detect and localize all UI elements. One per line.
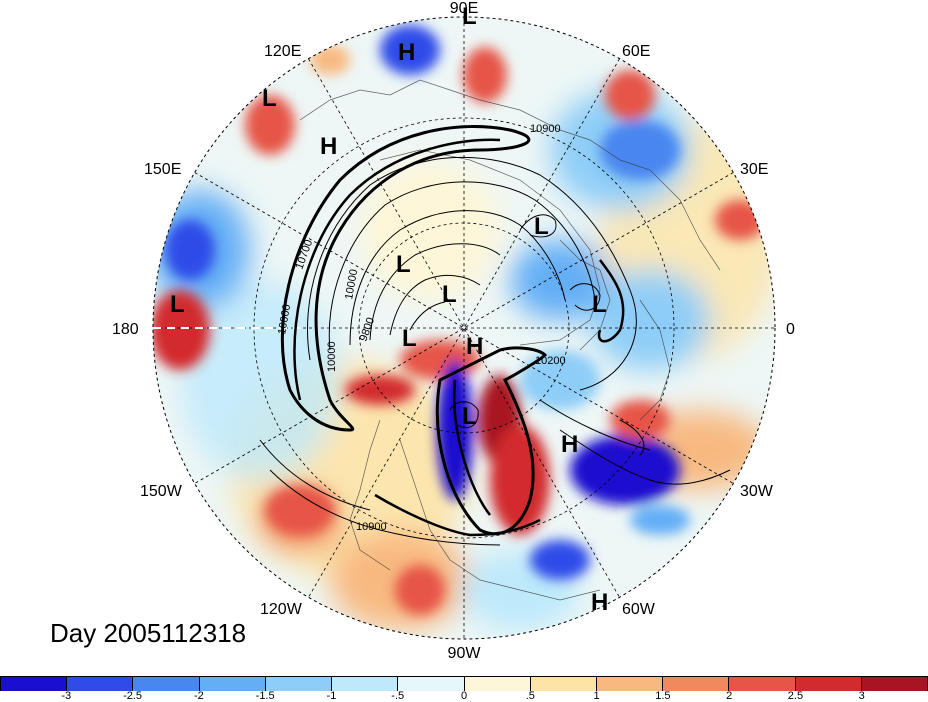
lon-label-60w: 60W: [622, 601, 656, 618]
colorbar-tick-label: 0: [460, 690, 468, 702]
colorbar-tick-label: -2: [193, 690, 204, 702]
colorbar-swatch: [530, 677, 597, 691]
colorbar-tick-label: -.5: [391, 690, 405, 702]
low-center: L: [534, 213, 549, 240]
lon-label-180: 180: [112, 321, 139, 338]
lon-label-30e: 30E: [740, 161, 768, 178]
high-center: H: [466, 333, 483, 360]
high-center: H: [561, 431, 578, 458]
lon-label-150e: 150E: [144, 161, 181, 178]
lon-label-120e: 120E: [264, 43, 301, 60]
colorbar-swatch: [398, 677, 465, 691]
longitude-labels: 90E 60E 30E 0 30W 60W 90W 120W 150W 180 …: [112, 0, 795, 662]
low-center: L: [170, 291, 185, 318]
colorbar-tick-label: .5: [525, 690, 535, 702]
map-boundary: [152, 16, 776, 640]
contour-label: 10900: [356, 521, 387, 533]
lon-label-150w: 150W: [140, 483, 183, 500]
colorbar-swatch: [332, 677, 399, 691]
colorbar-swatch: [464, 677, 531, 691]
colorbar-tick-label: 3: [858, 690, 865, 702]
colorbar-swatch: [663, 677, 730, 691]
anomaly-field: [153, 17, 775, 639]
colorbar-swatch: [265, 677, 333, 691]
low-center: L: [462, 403, 477, 430]
colorbar-swatch: [67, 677, 134, 691]
map-title: Day 2005112318: [50, 618, 247, 648]
colorbar: [0, 676, 928, 691]
high-center: H: [591, 589, 608, 616]
lon-label-0: 0: [786, 321, 795, 338]
lon-label-120w: 120W: [260, 601, 303, 618]
colorbar-tick-label: -1: [326, 690, 337, 702]
contour-label: 10900: [530, 123, 561, 135]
colorbar-tick-label: 2.5: [787, 690, 804, 702]
colorbar-swatch: [729, 677, 796, 691]
colorbar-tick-label: -3: [61, 690, 72, 702]
pressure-centers: H H H H H L L L L L L L L L: [170, 3, 608, 616]
contour-label: 10200: [535, 355, 566, 367]
low-center: L: [262, 85, 277, 112]
high-center: H: [398, 39, 415, 66]
low-center: L: [592, 291, 607, 318]
colorbar-tick-label: 1: [593, 690, 600, 702]
colorbar-tick-label: 1.5: [655, 690, 671, 702]
height-contours: [259, 125, 731, 546]
low-center: L: [442, 281, 457, 308]
low-center: L: [462, 3, 477, 30]
colorbar-swatch: [861, 677, 928, 691]
colorbar-tick-label: 2: [726, 690, 733, 702]
colorbar-tick-label: -1.5: [255, 690, 275, 702]
colorbar-swatch: [199, 677, 266, 691]
lon-label-30w: 30W: [740, 483, 774, 500]
colorbar-ticks: -3 -2.5 -2 -1.5 -1 -.5 0 .5 1 1.5 2 2.5 3: [0, 690, 928, 702]
high-center: H: [320, 133, 337, 160]
contour-label: 10000: [326, 341, 338, 372]
polar-map: 10900 10900 10700 10000 10000 9800 10000…: [112, 0, 795, 662]
lon-label-90w: 90W: [448, 645, 482, 662]
colorbar-swatch: [133, 677, 200, 691]
low-center: L: [402, 325, 417, 352]
low-center: L: [396, 251, 411, 278]
colorbar-swatch: [795, 677, 862, 691]
contour-label: 10000: [343, 268, 360, 300]
colorbar-swatch: [596, 677, 664, 691]
lon-label-60e: 60E: [622, 43, 650, 60]
lon-label-90e: 90E: [450, 0, 478, 17]
colorbar-swatch: [0, 677, 68, 691]
colorbar-tick-label: -2.5: [123, 690, 143, 702]
contour-label: 10000: [276, 303, 293, 335]
